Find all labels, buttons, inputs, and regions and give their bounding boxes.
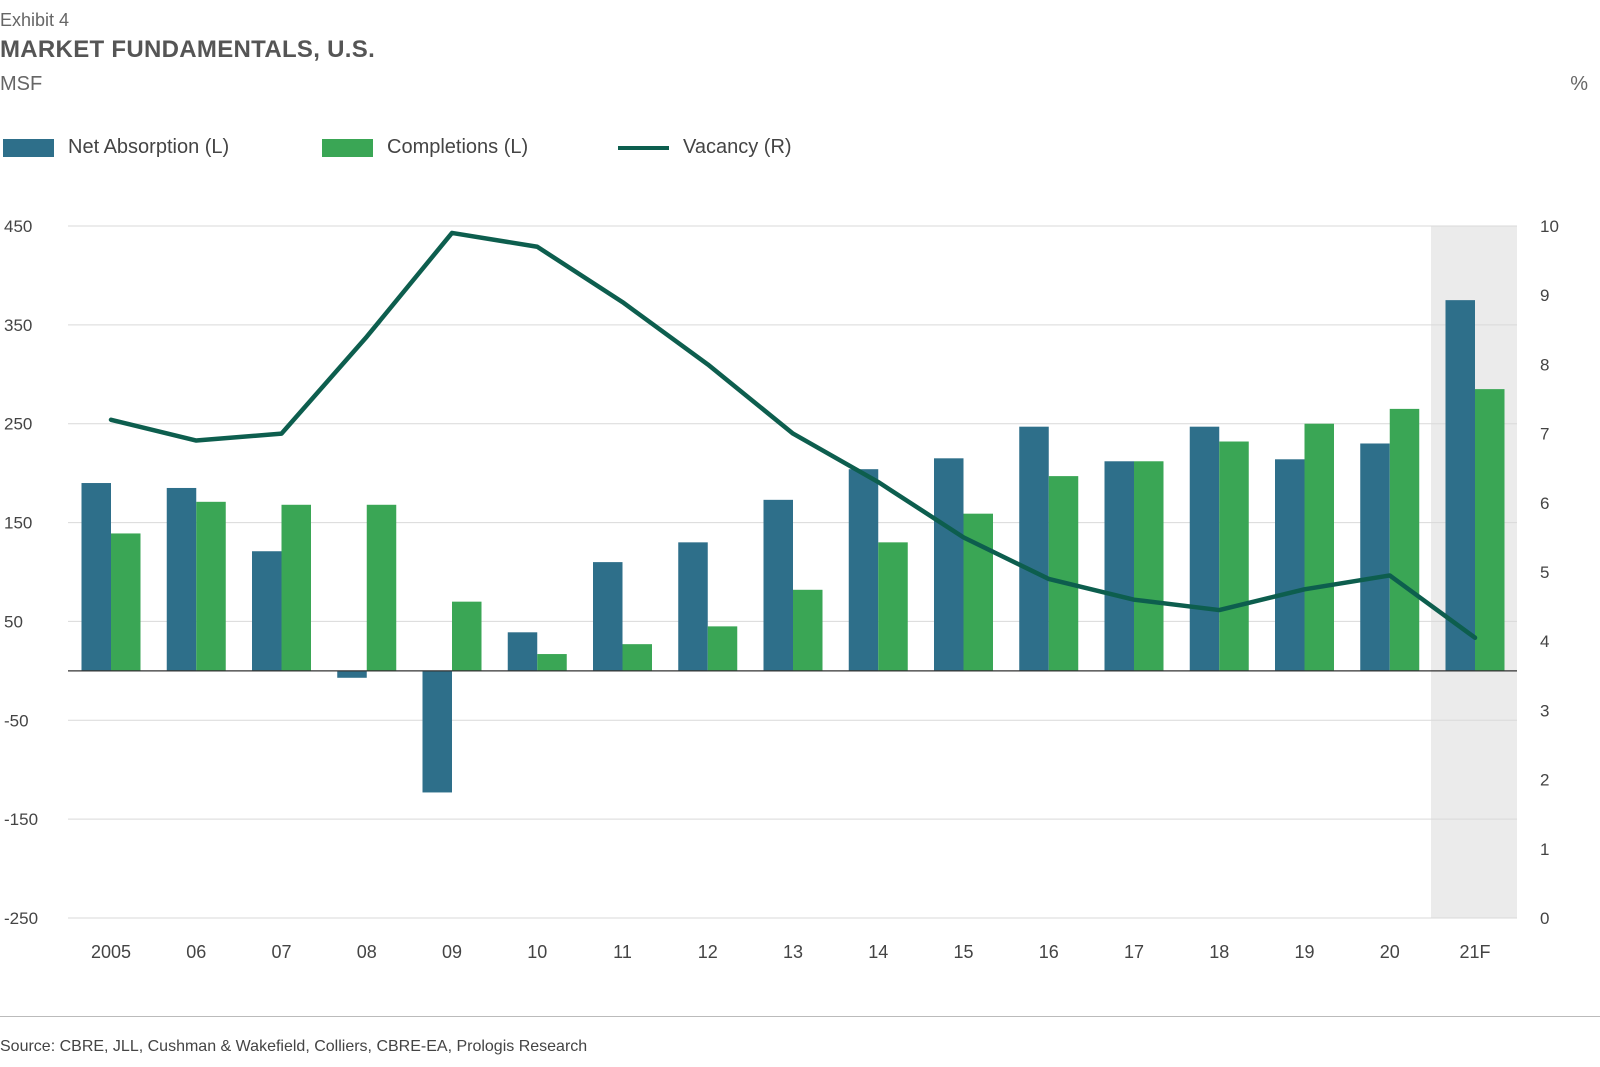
net-absorption-bar bbox=[1019, 426, 1049, 671]
net-absorption-bar bbox=[507, 632, 538, 671]
x-axis-tick-label: 12 bbox=[698, 942, 718, 962]
x-axis-tick-label: 16 bbox=[1039, 942, 1059, 962]
net-absorption-bar bbox=[848, 469, 879, 671]
completions-bar bbox=[366, 504, 397, 671]
completions-bar bbox=[111, 533, 141, 671]
right-axis-tick-label: 0 bbox=[1540, 909, 1549, 928]
net-absorption-bar bbox=[422, 670, 452, 793]
right-axis-tick-label: 9 bbox=[1540, 286, 1549, 305]
legend: Net Absorption (L) Completions (L) Vacan… bbox=[0, 136, 900, 166]
x-axis-tick-label: 13 bbox=[783, 942, 803, 962]
right-axis-tick-label: 2 bbox=[1540, 771, 1549, 790]
legend-label-completions: Completions (L) bbox=[387, 136, 529, 158]
net-absorption-bar bbox=[1275, 459, 1305, 671]
net-absorption-bar bbox=[166, 487, 197, 671]
legend-item-vacancy: Vacancy (R) bbox=[618, 136, 792, 159]
legend-line-vacancy bbox=[618, 145, 669, 150]
net-absorption-bar bbox=[337, 670, 367, 678]
net-absorption-bar bbox=[934, 458, 964, 671]
completions-bar bbox=[1219, 441, 1249, 671]
legend-item-net-absorption: Net Absorption (L) bbox=[3, 136, 229, 159]
net-absorption-bar bbox=[252, 551, 282, 671]
x-axis-tick-label: 20 bbox=[1380, 942, 1400, 962]
net-absorption-bar bbox=[81, 483, 111, 671]
completions-bar bbox=[622, 644, 652, 671]
completions-bar bbox=[281, 504, 311, 671]
net-absorption-bar bbox=[1445, 300, 1475, 671]
completions-bar bbox=[707, 626, 738, 671]
left-axis-tick-label: 350 bbox=[4, 316, 32, 335]
source-divider bbox=[0, 1016, 1600, 1017]
left-axis-unit: MSF bbox=[0, 73, 43, 95]
completions-bar bbox=[1048, 476, 1079, 671]
x-axis-tick-label: 18 bbox=[1209, 942, 1229, 962]
net-absorption-bar bbox=[1360, 443, 1390, 671]
right-axis-unit: % bbox=[1570, 73, 1588, 95]
right-axis-tick-label: 7 bbox=[1540, 425, 1549, 444]
x-axis-tick-label: 19 bbox=[1294, 942, 1314, 962]
right-axis-tick-label: 5 bbox=[1540, 563, 1549, 582]
left-axis-tick-label: -250 bbox=[4, 909, 38, 928]
net-absorption-bar bbox=[763, 499, 793, 671]
x-axis-tick-label: 17 bbox=[1124, 942, 1144, 962]
legend-swatch-net-absorption bbox=[3, 138, 54, 157]
right-axis-tick-label: 1 bbox=[1540, 840, 1549, 859]
right-axis-tick-label: 10 bbox=[1540, 217, 1559, 236]
left-axis-tick-label: 450 bbox=[4, 217, 32, 236]
x-axis-tick-label: 10 bbox=[527, 942, 547, 962]
net-absorption-bar bbox=[1189, 426, 1220, 671]
completions-bar bbox=[1389, 408, 1420, 671]
source-note: Source: CBRE, JLL, Cushman & Wakefield, … bbox=[0, 1038, 588, 1055]
x-axis-tick-label: 14 bbox=[868, 942, 888, 962]
completions-bar bbox=[452, 601, 482, 671]
chart-title: MARKET FUNDAMENTALS, U.S. bbox=[0, 36, 376, 63]
completions-bar bbox=[196, 501, 226, 671]
chart-plot: 45035025015050-50-150-250109876543210200… bbox=[4, 217, 1559, 962]
x-axis-tick-label: 07 bbox=[271, 942, 291, 962]
completions-bar bbox=[793, 589, 823, 671]
net-absorption-bar bbox=[1104, 461, 1134, 671]
completions-bar bbox=[1304, 423, 1334, 671]
x-axis-tick-label: 11 bbox=[613, 942, 632, 962]
right-axis-tick-label: 6 bbox=[1540, 494, 1549, 513]
legend-label-net-absorption: Net Absorption (L) bbox=[68, 136, 230, 158]
right-axis-tick-label: 8 bbox=[1540, 355, 1549, 374]
x-axis-tick-label: 21F bbox=[1459, 942, 1490, 962]
legend-swatch-completions bbox=[322, 138, 373, 157]
left-axis-tick-label: 250 bbox=[4, 415, 32, 434]
left-axis-tick-label: 50 bbox=[4, 612, 23, 631]
completions-bar bbox=[878, 542, 908, 671]
right-axis-tick-label: 4 bbox=[1540, 632, 1549, 651]
net-absorption-bar bbox=[678, 542, 708, 671]
vacancy-line bbox=[108, 230, 1478, 640]
completions-bar bbox=[1134, 461, 1164, 671]
completions-bar bbox=[537, 654, 567, 671]
legend-item-completions: Completions (L) bbox=[322, 136, 528, 159]
net-absorption-bar bbox=[593, 562, 623, 671]
x-axis-tick-label: 06 bbox=[186, 942, 206, 962]
left-axis-tick-label: -150 bbox=[4, 810, 38, 829]
x-axis-tick-label: 09 bbox=[442, 942, 462, 962]
left-axis-tick-label: -50 bbox=[4, 711, 29, 730]
x-axis-tick-label: 08 bbox=[357, 942, 377, 962]
legend-label-vacancy: Vacancy (R) bbox=[683, 136, 792, 158]
x-axis-tick-label: 15 bbox=[953, 942, 973, 962]
exhibit-label: Exhibit 4 bbox=[0, 10, 70, 30]
completions-bar bbox=[1475, 389, 1505, 671]
right-axis-tick-label: 3 bbox=[1540, 701, 1549, 720]
left-axis-tick-label: 150 bbox=[4, 514, 32, 533]
x-axis-tick-label: 2005 bbox=[91, 942, 131, 962]
